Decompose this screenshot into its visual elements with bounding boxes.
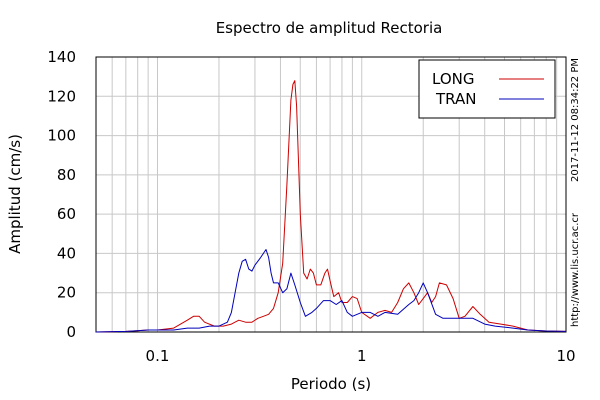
source-url-label: http://www.lis.ucr.ac.cr (570, 212, 581, 327)
x-tick-label: 0.1 (146, 347, 170, 365)
legend-label-tran: TRAN (435, 90, 476, 108)
y-tick-label: 140 (47, 48, 76, 66)
x-axis-label: Periodo (s) (291, 375, 371, 393)
chart-title: Espectro de amplitud Rectoria (216, 19, 443, 37)
x-tick-label: 10 (556, 347, 575, 365)
legend-box (418, 59, 556, 119)
y-tick-label: 20 (57, 284, 76, 302)
y-axis-label: Amplitud (cm/s) (6, 134, 24, 254)
x-tick-labels: 0.1 1 10 (146, 347, 576, 365)
legend-label-long: LONG (432, 70, 474, 88)
x-tick-label: 1 (357, 347, 367, 365)
series-line-long (95, 80, 567, 333)
y-tick-label: 100 (47, 127, 76, 145)
y-tick-label: 60 (57, 205, 76, 223)
y-tick-labels: 0 20 40 60 80 100 120 140 (47, 48, 76, 341)
grid (96, 57, 566, 332)
y-tick-label: 0 (66, 323, 76, 341)
legend: LONG TRAN (418, 59, 556, 119)
plot-area (95, 56, 567, 333)
timestamp-label: 2017-11-12 08:34:22 PM (570, 58, 581, 182)
y-tick-label: 120 (47, 87, 76, 105)
series-layer (95, 80, 567, 333)
y-tick-label: 80 (57, 166, 76, 184)
series-line-tran (95, 249, 567, 333)
y-tick-label: 40 (57, 244, 76, 262)
